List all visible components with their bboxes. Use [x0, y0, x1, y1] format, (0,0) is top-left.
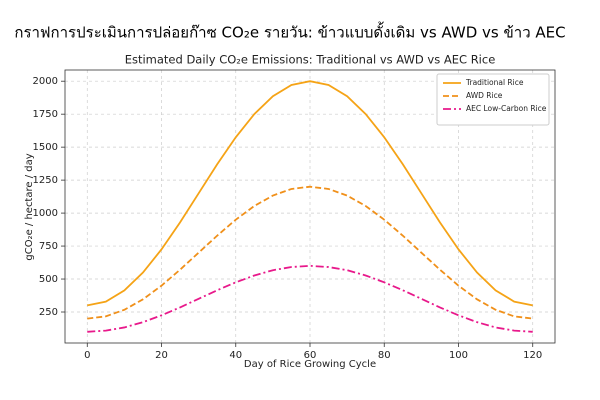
x-tick-label: 80 — [378, 350, 391, 361]
x-tick-label: 120 — [523, 350, 542, 361]
page-title: กราฟการประเมินการปล่อยก๊าซ CO₂e รายวัน: … — [14, 22, 565, 42]
y-tick-label: 2000 — [33, 76, 58, 87]
x-axis-label: Day of Rice Growing Cycle — [244, 359, 376, 370]
x-tick-label: 20 — [155, 350, 168, 361]
series-line — [87, 264, 533, 333]
legend-box — [436, 73, 550, 126]
series-line — [87, 185, 533, 320]
x-tick-label: 100 — [449, 350, 468, 361]
x-tick-label: 0 — [84, 350, 90, 361]
x-tick-label: 60 — [304, 350, 317, 361]
plot-frame — [64, 69, 556, 344]
x-tick-label: 40 — [229, 350, 242, 361]
chart-title: Estimated Daily CO₂e Emissions: Traditio… — [125, 53, 496, 67]
y-tick-label: 500 — [39, 274, 58, 285]
y-tick-label: 1250 — [33, 175, 58, 186]
y-tick-label: 1500 — [33, 142, 58, 153]
y-tick-label: 1000 — [33, 208, 58, 219]
y-axis-label: gCO₂e / hectare / day — [24, 153, 35, 260]
legend-label: AEC Low-Carbon Rice — [466, 104, 547, 113]
legend-label: Traditional Rice — [465, 78, 524, 87]
y-tick-label: 250 — [39, 307, 58, 318]
y-tick-label: 750 — [39, 241, 58, 252]
series-line — [87, 80, 533, 307]
legend-label: AWD Rice — [466, 91, 503, 100]
y-tick-label: 1750 — [33, 109, 58, 120]
